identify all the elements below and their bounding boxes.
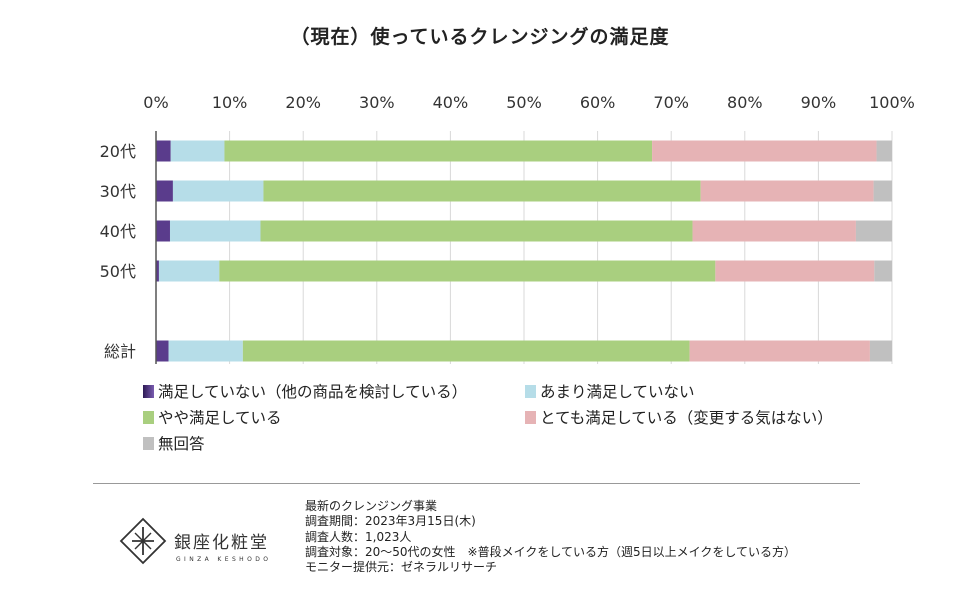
category-label: 50代 — [100, 262, 136, 281]
bar-segment — [855, 220, 892, 242]
x-tick-label: 90% — [801, 93, 837, 112]
bar-segment — [168, 340, 243, 362]
bar-segment — [172, 180, 264, 202]
bar-segment — [158, 260, 220, 282]
x-tick-label: 80% — [727, 93, 763, 112]
survey-notes: 最新のクレンジング事業 調査期間：2023年3月15日(木) 調査人数：1,02… — [305, 499, 796, 575]
category-label: 40代 — [100, 222, 136, 241]
note-line: 最新のクレンジング事業 — [305, 499, 438, 513]
legend-item-somewhat-satisfied: やや満足している — [143, 406, 282, 428]
bar-segment — [224, 140, 653, 162]
bar-segment — [260, 220, 693, 242]
bar-segment — [874, 260, 892, 282]
logo-mark-icon — [119, 517, 167, 565]
stacked-bar-chart: 0% 10% 20% 30% 40% 50% 60% 70% 80% 90% 100% 20代 30代 4… — [100, 93, 915, 364]
note-line: モニター提供元：ゼネラルリサーチ — [305, 560, 498, 575]
x-tick-label: 0% — [143, 93, 168, 112]
brand-logo: 銀座化粧堂 GINZA KESHODO — [118, 516, 268, 576]
note-line: 調査対象：20～50代の女性 ※普段メイクをしている方（週5日以上メイクをしてい… — [305, 544, 797, 559]
bar-segment — [263, 180, 701, 202]
category-label: 総計 — [104, 342, 136, 361]
legend-swatch — [525, 410, 536, 424]
bar-segment — [715, 260, 875, 282]
note-line: 調査人数：1,023人 — [305, 529, 412, 544]
bar-segment — [873, 180, 892, 202]
legend-label: とても満足している（変更する気はない） — [540, 409, 833, 427]
logo-name: 銀座化粧堂 — [174, 533, 269, 553]
legend-label: 無回答 — [158, 435, 205, 453]
bar-segment — [156, 260, 159, 282]
bar-segment — [169, 220, 261, 242]
x-tick-label: 50% — [506, 93, 542, 112]
x-tick-label: 30% — [359, 93, 395, 112]
bar-segment — [156, 140, 171, 162]
bar-segment — [156, 220, 170, 242]
legend-swatch — [525, 384, 536, 398]
bar-segment — [700, 180, 874, 202]
bar-segment — [170, 140, 225, 162]
legend-label: やや満足している — [158, 409, 282, 427]
bar-segment — [869, 340, 892, 362]
x-tick-label: 70% — [653, 93, 689, 112]
bar-segment — [692, 220, 856, 242]
legend-item-not-satisfied: 満足していない（他の商品を検討している） — [143, 380, 467, 402]
legend-item-not-very-satisfied: あまり満足していない — [525, 380, 695, 402]
legend-swatch — [143, 384, 154, 398]
legend-item-no-answer: 無回答 — [143, 432, 205, 454]
legend-item-very-satisfied: とても満足している（変更する気はない） — [525, 406, 833, 428]
bar-segment — [876, 140, 892, 162]
category-label: 20代 — [100, 142, 136, 161]
legend-swatch — [143, 436, 154, 450]
bar-segment — [689, 340, 870, 362]
legend-swatch — [143, 410, 154, 424]
legend-label: 満足していない（他の商品を検討している） — [158, 383, 468, 401]
bar-segment — [156, 180, 173, 202]
x-tick-label: 40% — [433, 93, 469, 112]
divider — [93, 483, 860, 484]
x-tick-label: 10% — [212, 93, 248, 112]
x-tick-label: 20% — [285, 93, 321, 112]
bar-segment — [219, 260, 716, 282]
x-tick-label: 100% — [869, 93, 915, 112]
chart-title: （現在）使っているクレンジングの満足度 — [290, 26, 670, 48]
category-label: 30代 — [100, 182, 136, 201]
logo-subtitle: GINZA KESHODO — [176, 556, 272, 563]
bar-segment — [652, 140, 877, 162]
legend-label: あまり満足していない — [540, 383, 695, 401]
note-line: 調査期間：2023年3月15日(木) — [305, 514, 476, 529]
bar-segment — [156, 340, 169, 362]
bar-segment — [242, 340, 690, 362]
x-tick-label: 60% — [580, 93, 616, 112]
